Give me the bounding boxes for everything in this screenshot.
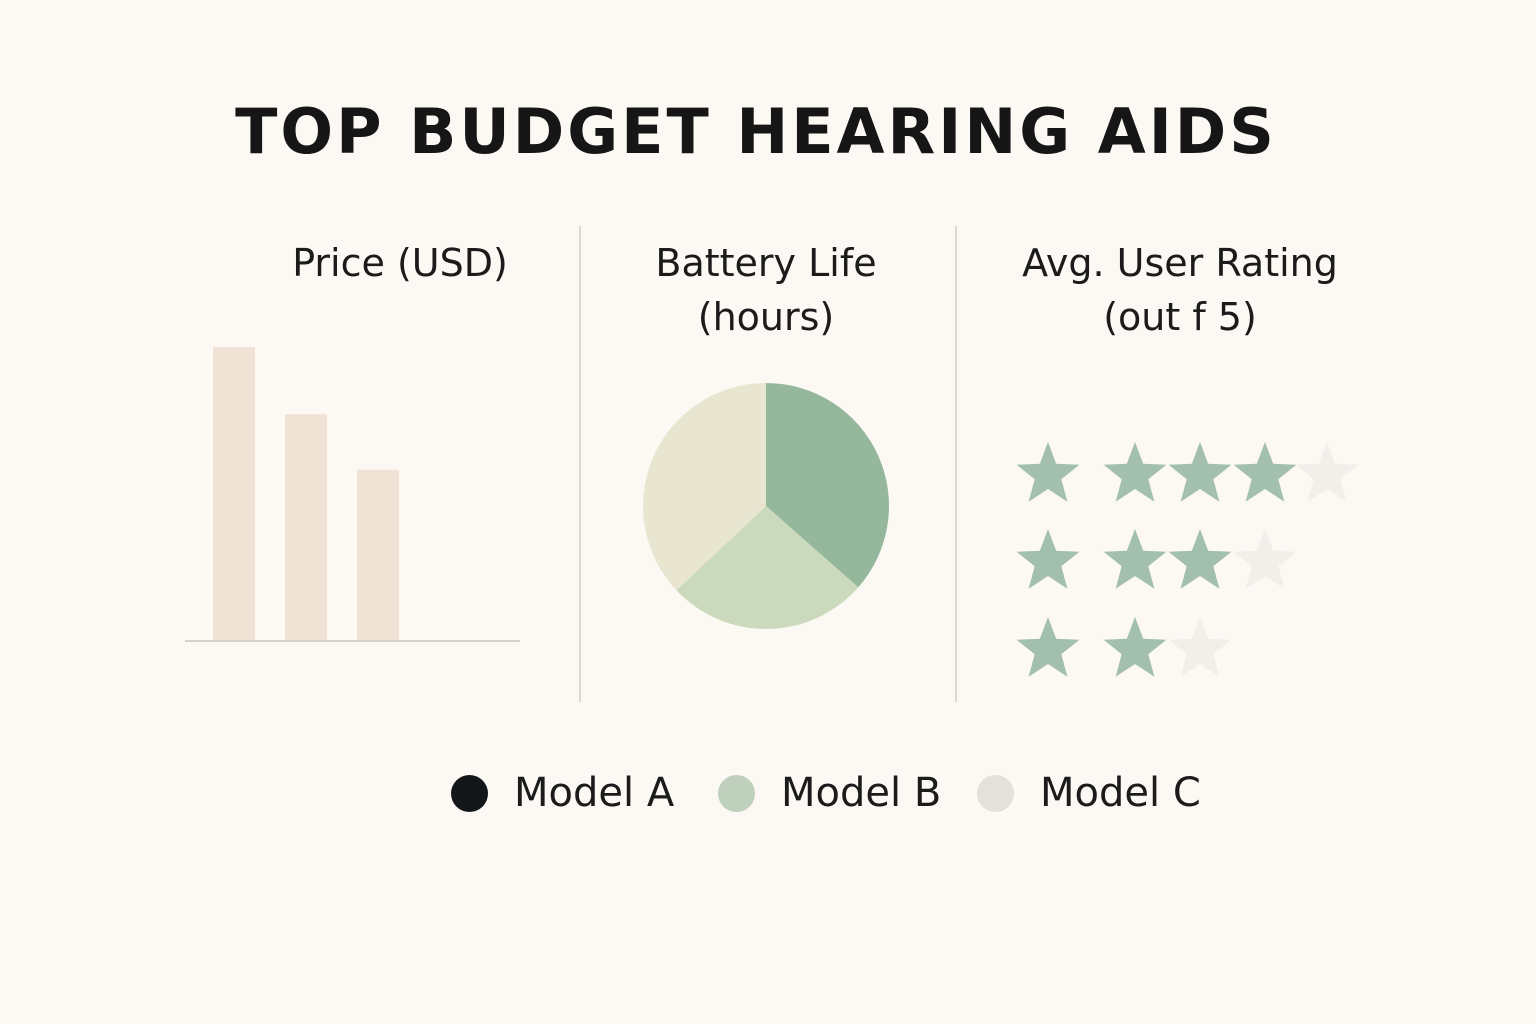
star-empty-icon	[1233, 529, 1297, 589]
battery-pie-chart	[642, 383, 889, 629]
legend-swatch-model-a	[451, 774, 488, 812]
rating-star-chart	[1016, 442, 1359, 677]
legend-item-model-b: Model B	[718, 766, 941, 820]
star-empty-icon	[1295, 442, 1359, 502]
rating-title-line-2: (out f 5)	[1103, 295, 1257, 339]
star-filled-icon	[1016, 617, 1080, 677]
panel-divider-left	[579, 226, 581, 702]
battery-title-line-2: (hours)	[697, 295, 835, 339]
battery-panel-title: Battery Life (hours)	[616, 236, 916, 344]
battery-title-line-1: Battery Life	[655, 241, 877, 285]
star-filled-icon	[1016, 442, 1080, 502]
star-filled-icon	[1103, 442, 1167, 502]
rating-panel-title: Avg. User Rating (out f 5)	[1000, 236, 1360, 344]
page-title: TOP BUDGET HEARING AIDS	[235, 95, 1277, 168]
panel-divider-right	[955, 226, 957, 702]
legend: Model A Model B Model C	[0, 766, 1536, 820]
star-filled-icon	[1168, 529, 1232, 589]
battery-pie-slice-1	[766, 383, 889, 588]
price-bar-chart	[185, 346, 520, 642]
star-empty-icon	[1168, 617, 1232, 677]
legend-label-model-b: Model B	[781, 770, 942, 816]
star-filled-icon	[1233, 442, 1297, 502]
legend-item-model-a: Model A	[451, 766, 674, 820]
legend-label-model-a: Model A	[514, 770, 675, 816]
price-title-line-1: Price (USD)	[292, 241, 508, 285]
star-filled-icon	[1016, 529, 1080, 589]
star-filled-icon	[1168, 442, 1232, 502]
price-panel-title: Price (USD)	[230, 236, 570, 290]
star-filled-icon	[1103, 529, 1167, 589]
legend-swatch-model-b	[718, 774, 755, 812]
legend-item-model-c: Model C	[977, 766, 1201, 820]
star-filled-icon	[1103, 617, 1167, 677]
legend-swatch-model-c	[977, 774, 1014, 812]
price-bar-2	[285, 414, 327, 641]
rating-title-line-1: Avg. User Rating	[1022, 241, 1338, 285]
legend-label-model-c: Model C	[1040, 770, 1201, 816]
price-bar-3	[357, 469, 399, 641]
battery-pie-slice-2	[676, 506, 859, 629]
price-bar-1	[213, 346, 255, 641]
battery-pie-slice-3	[642, 383, 766, 591]
